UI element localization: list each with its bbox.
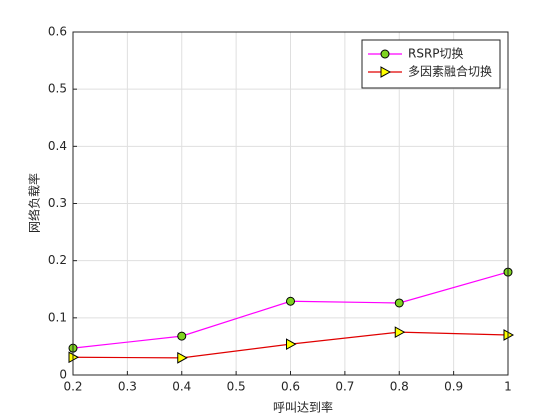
x-tick-label: 0.7 <box>335 380 354 394</box>
y-tick-label: 0.2 <box>48 253 67 267</box>
marker <box>380 66 392 78</box>
marker <box>286 338 297 350</box>
x-axis-label: 呼叫达到率 <box>273 400 333 415</box>
x-tick-label: 0.9 <box>444 380 463 394</box>
marker <box>286 296 295 306</box>
grid <box>72 31 509 376</box>
marker <box>177 331 187 341</box>
marker <box>394 298 404 308</box>
y-tick-label: 0.4 <box>48 139 67 153</box>
y-axis-label: 网络负载率 <box>27 173 42 233</box>
axes-box <box>72 31 509 376</box>
y-tick-label: 0.1 <box>48 310 67 324</box>
legend-box <box>361 39 501 89</box>
x-tick-label: 0.6 <box>281 380 300 394</box>
marker <box>177 352 188 364</box>
marker <box>394 326 406 338</box>
marker <box>380 49 390 59</box>
y-tick-label: 0 <box>59 368 67 382</box>
y-tick-label: 0.6 <box>48 25 67 39</box>
x-tick-label: 1 <box>504 380 512 394</box>
x-tick-label: 0.2 <box>63 380 82 394</box>
legend-label: RSRP切换 <box>408 47 464 61</box>
x-tick-label: 0.4 <box>172 380 191 394</box>
x-tick-label: 0.5 <box>227 380 246 394</box>
y-tick-label: 0.5 <box>48 82 67 96</box>
y-tick-label: 0.3 <box>48 196 67 210</box>
x-tick-label: 0.8 <box>390 380 409 394</box>
x-tick-label: 0.3 <box>118 380 137 394</box>
legend-label: 多因素融合切换 <box>408 64 492 79</box>
plot <box>68 267 515 364</box>
